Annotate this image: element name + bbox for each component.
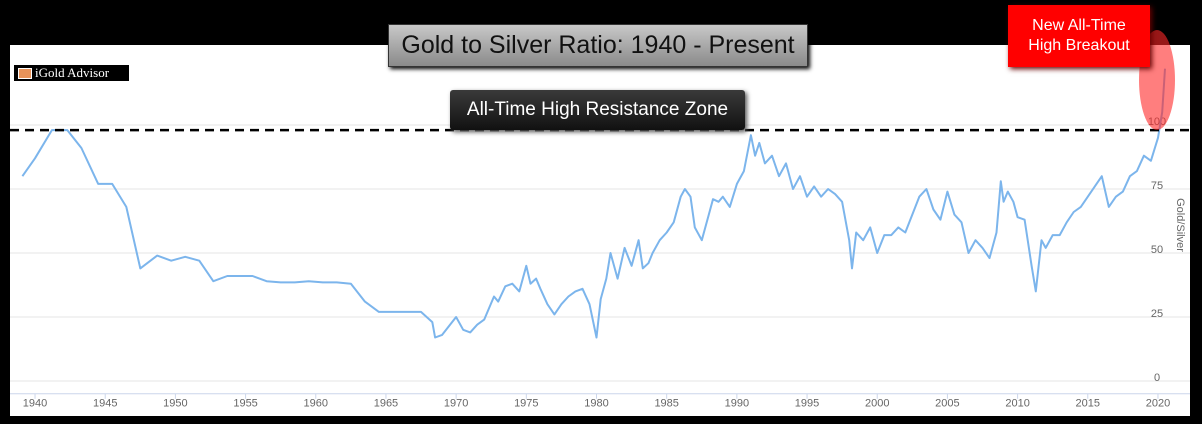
logo-text: iGold Advisor xyxy=(35,65,110,80)
x-tick-label: 2000 xyxy=(865,398,889,410)
x-tick-label: 1980 xyxy=(584,398,608,410)
x-tick-label: 2005 xyxy=(935,398,959,410)
annotation: All-Time High Resistance Zone xyxy=(450,90,745,130)
logo-icon xyxy=(18,67,32,79)
x-tick-label: 1970 xyxy=(444,398,468,410)
x-tick-label: 1960 xyxy=(304,398,328,410)
y-tick-label: 25 xyxy=(1151,308,1163,320)
x-tick-label: 1985 xyxy=(654,398,678,410)
marks xyxy=(10,68,1190,339)
x-tick-label: 2015 xyxy=(1076,398,1100,410)
logo: iGold Advisor xyxy=(14,65,129,81)
y-tick-label: 0 xyxy=(1154,372,1160,384)
annotation: New All-Time High Breakout xyxy=(1008,5,1150,67)
x-tick-label: 1945 xyxy=(93,398,117,410)
x-tick-label: 2010 xyxy=(1005,398,1029,410)
data-line xyxy=(21,68,1166,339)
y-axis-label: Gold/Silver xyxy=(1174,198,1186,252)
y-tick-label: 75 xyxy=(1151,180,1163,192)
chart-title: Gold to Silver Ratio: 1940 - Present xyxy=(388,24,808,67)
x-tick-label: 1955 xyxy=(233,398,257,410)
x-tick-label: 1965 xyxy=(374,398,398,410)
x-tick-label: 2020 xyxy=(1146,398,1170,410)
x-tick-label: 1975 xyxy=(514,398,538,410)
x-tick-label: 1940 xyxy=(23,398,47,410)
x-tick-label: 1950 xyxy=(163,398,187,410)
x-tick-label: 1990 xyxy=(725,398,749,410)
x-tick-label: 1995 xyxy=(795,398,819,410)
y-tick-label: 50 xyxy=(1151,244,1163,256)
